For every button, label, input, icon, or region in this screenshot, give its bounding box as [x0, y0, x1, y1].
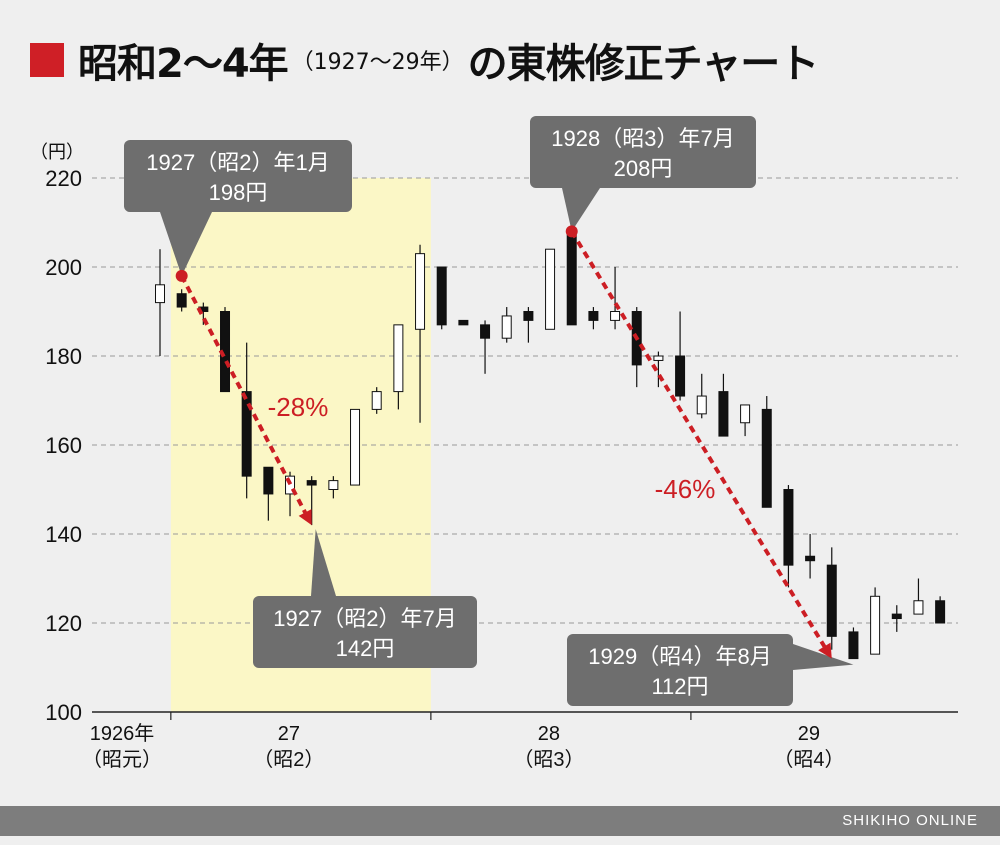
- callout-date: 1927（昭2）年1月: [146, 150, 329, 175]
- trend-line: [570, 230, 827, 648]
- candle-body: [350, 408, 361, 486]
- y-tick-label: 140: [45, 522, 82, 547]
- candle-body: [891, 613, 902, 620]
- callout-box: [253, 596, 477, 668]
- candle-body: [805, 555, 816, 562]
- callout-date: 1927（昭2）年7月: [273, 606, 456, 631]
- candle-body: [740, 404, 751, 424]
- y-tick-label: 180: [45, 344, 82, 369]
- callout-date: 1929（昭4）年8月: [588, 644, 771, 669]
- candle-body: [935, 600, 946, 624]
- x-tick-sublabel: （昭4）: [773, 748, 844, 771]
- title-tail: の東株修正チャート: [467, 41, 820, 87]
- y-tick-label: 120: [45, 611, 82, 636]
- chart-title: 昭和2〜4年 （1927〜29年） の東株修正チャート: [30, 30, 820, 90]
- candle-body: [913, 600, 924, 615]
- y-tick-label: 220: [45, 166, 82, 191]
- candle-body: [653, 355, 664, 361]
- candle-body: [545, 248, 556, 330]
- candle-body: [783, 489, 794, 566]
- candle-body: [480, 324, 491, 339]
- candle-body: [501, 315, 512, 339]
- candle-body: [371, 391, 382, 410]
- x-tick-label: 1926年: [90, 722, 155, 745]
- y-unit-label: （円）: [30, 142, 84, 162]
- candle-body: [870, 595, 881, 655]
- callout-price: 198円: [209, 180, 268, 205]
- candle-body: [696, 395, 707, 415]
- title-years: （1927〜29年）: [291, 50, 464, 75]
- x-tick-sublabel: （昭3）: [513, 748, 584, 771]
- callout-pointer: [160, 212, 212, 276]
- x-tick-label: 28: [538, 723, 560, 745]
- title-main: 昭和2〜4年: [78, 41, 289, 87]
- candlestick-chart: 100 120 140 160 180 200 220 （円） 1926年 （昭元） 27 （昭2） 2…: [30, 116, 958, 771]
- footer-brand: SHIKIHO ONLINE: [842, 812, 978, 829]
- x-tick-label: 29: [798, 723, 820, 745]
- footer-bar: SHIKIHO ONLINE: [0, 806, 1000, 836]
- callout-price: 112円: [651, 674, 708, 699]
- candle-body: [610, 311, 621, 321]
- candle-body: [523, 311, 534, 321]
- candle-body: [588, 311, 599, 321]
- callout-pointer: [562, 188, 600, 232]
- candle-body: [458, 319, 469, 326]
- callout-date: 1928（昭3）年7月: [551, 126, 734, 151]
- candle-body: [306, 480, 317, 486]
- callout-pointer: [311, 529, 336, 596]
- y-tick-label: 160: [45, 433, 82, 458]
- candle-body: [436, 266, 447, 326]
- callout-price: 142円: [336, 636, 395, 661]
- candle-body: [285, 475, 296, 495]
- candle-body: [718, 391, 729, 437]
- trend-start-dot: [565, 225, 578, 238]
- y-tick-label: 100: [45, 700, 82, 725]
- trend-start-dot: [175, 269, 188, 282]
- trend-arrowhead: [818, 642, 832, 659]
- candle-body: [176, 293, 187, 308]
- x-tick-sublabel: （昭元）: [82, 748, 162, 771]
- candle-body: [675, 355, 686, 397]
- callout-pointer: [793, 644, 854, 670]
- candle-body: [328, 480, 339, 491]
- candle-body: [415, 253, 426, 330]
- candle-body: [241, 391, 252, 477]
- candle-body: [393, 324, 404, 393]
- trend-arrowhead: [298, 509, 312, 526]
- trend-line: [179, 274, 307, 514]
- y-tick-label: 200: [45, 255, 82, 280]
- title-marker-icon: [30, 43, 64, 77]
- x-tick-sublabel: （昭2）: [253, 748, 324, 771]
- candle-body: [155, 284, 165, 304]
- x-tick-label: 27: [278, 723, 300, 745]
- trend-change-label: -46%: [655, 474, 716, 504]
- candle-body: [826, 564, 837, 637]
- candle-body: [566, 230, 577, 326]
- callout-price: 208円: [614, 156, 673, 181]
- callout-box: [530, 116, 756, 188]
- candle-body: [848, 631, 859, 660]
- callout-box: [124, 140, 352, 212]
- callout-box: [567, 634, 793, 706]
- candle-body: [263, 466, 274, 495]
- trend-change-label: -28%: [268, 392, 329, 422]
- candle-body: [761, 408, 772, 508]
